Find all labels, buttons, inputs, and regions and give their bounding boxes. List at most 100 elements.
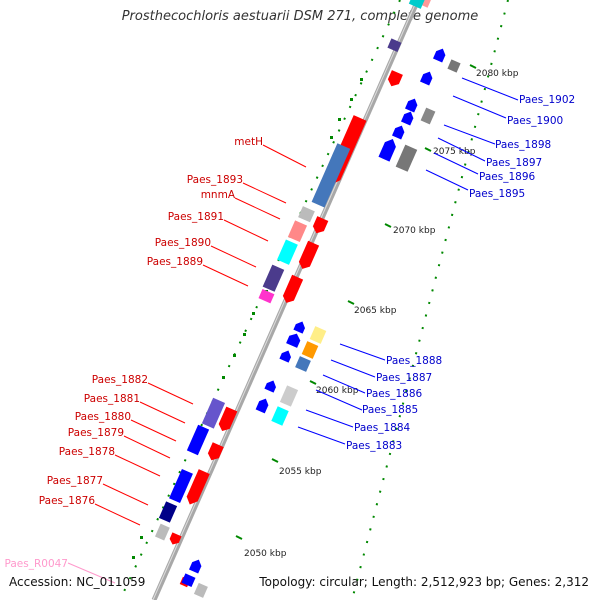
gene-forward[interactable] — [193, 582, 208, 598]
left-label-group: metH Paes_1893 mnmA Paes_1891 Paes_1890 … — [5, 136, 307, 584]
gene-Paes_1895[interactable] — [378, 137, 398, 162]
leader-line — [461, 77, 519, 101]
gene-label[interactable]: Paes_1877 — [47, 475, 103, 487]
gene-label[interactable]: Paes_1889 — [147, 256, 203, 268]
gene-label[interactable]: Paes_1897 — [486, 157, 542, 169]
leader-line — [242, 182, 287, 204]
tick-group: 2080 kbp 2075 kbp 2070 kbp 2065 kbp 2060… — [235, 64, 519, 559]
leader-line — [130, 419, 177, 442]
leader-line — [114, 454, 161, 477]
gene-label[interactable]: metH — [234, 136, 263, 148]
tick-label: 2050 kbp — [244, 549, 287, 559]
gene-Paes_1885[interactable] — [264, 378, 278, 393]
gene-Paes_1902-gray[interactable] — [447, 59, 461, 73]
tick-label: 2075 kbp — [433, 147, 476, 157]
gene-reverse[interactable] — [181, 573, 196, 587]
gene-reverse[interactable] — [186, 424, 210, 456]
gene-mnmA-box[interactable] — [298, 206, 315, 223]
gene-Paes_1886[interactable] — [279, 348, 293, 363]
gene-forward[interactable] — [281, 274, 304, 305]
gene-Paes_1889-box[interactable] — [262, 264, 285, 292]
map-title: Prosthecochloris aestuarii DSM 271, comp… — [121, 9, 479, 24]
gene-label[interactable]: Paes_1885 — [362, 404, 418, 416]
gene-label[interactable]: Paes_1900 — [507, 115, 563, 127]
gene-forward[interactable] — [386, 70, 403, 89]
gene-forward[interactable] — [206, 442, 224, 462]
gene-Paes_1900[interactable] — [420, 70, 434, 86]
leader-line — [67, 562, 116, 584]
leader-line — [339, 343, 386, 361]
gene-label[interactable]: Paes_1881 — [84, 393, 140, 405]
gene-label[interactable]: Paes_1886 — [366, 388, 423, 400]
gene-label[interactable]: mnmA — [201, 189, 236, 201]
leader-line — [223, 219, 269, 242]
tick-mark — [347, 300, 355, 305]
leader-line — [123, 435, 171, 459]
gene-label[interactable]: Paes_1898 — [495, 139, 551, 151]
gene-label[interactable]: Paes_1878 — [59, 446, 115, 458]
leader-line — [305, 409, 354, 428]
gene-forward[interactable] — [217, 406, 238, 434]
leader-line — [102, 483, 149, 506]
tick-label: 2060 kbp — [316, 386, 359, 396]
gene-label[interactable]: Paes_1888 — [386, 355, 442, 367]
gene-forward[interactable] — [297, 240, 320, 271]
gene-Paes_1896[interactable] — [392, 124, 406, 140]
guide-line-left — [119, 0, 401, 600]
gene-rna[interactable] — [155, 523, 170, 541]
gene-label[interactable]: Paes_1891 — [168, 211, 224, 223]
gene-label[interactable]: Paes_1883 — [346, 440, 402, 452]
gene-label[interactable]: Paes_1879 — [68, 427, 124, 439]
colored-gene-blocks — [158, 143, 351, 523]
gene-forward[interactable] — [311, 216, 329, 235]
gene-Paes_1888-box[interactable] — [258, 289, 275, 304]
gene-reverse[interactable] — [387, 38, 402, 52]
gene-Paes_1887[interactable] — [286, 331, 302, 348]
gene-label[interactable]: Paes_1876 — [39, 495, 96, 507]
gene-forward[interactable] — [168, 532, 182, 546]
gene-Paes_1897[interactable] — [401, 110, 415, 126]
gene-label[interactable]: Paes_1880 — [75, 411, 131, 423]
gene-Paes_1888-yellow[interactable] — [309, 326, 327, 344]
gene-reverse[interactable] — [169, 468, 193, 504]
leader-line — [94, 503, 141, 526]
gene-metH-box[interactable] — [311, 143, 351, 208]
gene-reverse[interactable] — [158, 501, 178, 523]
gene-Paes_1902[interactable] — [433, 47, 447, 63]
gene-Paes_1885-gray[interactable] — [279, 385, 299, 407]
guide-line-outer-right — [351, 0, 509, 600]
leader-line — [147, 382, 194, 405]
leader-line — [437, 137, 486, 162]
leader-line — [443, 124, 496, 145]
gene-label[interactable]: Paes_1890 — [155, 237, 211, 249]
gene-label[interactable]: Paes_1895 — [469, 188, 525, 200]
gene-reverse[interactable] — [408, 0, 425, 9]
gene-Paes_1888[interactable] — [293, 319, 307, 334]
tick-mark — [469, 64, 477, 69]
leader-line — [452, 95, 507, 119]
gene-forward[interactable] — [184, 469, 210, 507]
gene-reverse[interactable] — [189, 558, 203, 574]
tick-mark — [235, 535, 243, 540]
gene-Paes_1883-cyan[interactable] — [271, 406, 289, 426]
gene-Paes_1884[interactable] — [255, 397, 271, 414]
gene-Paes_1895-gray[interactable] — [395, 144, 418, 172]
gene-label[interactable]: Paes_1884 — [354, 422, 411, 434]
gene-Paes_1887-orange[interactable] — [301, 341, 319, 359]
gene-label[interactable]: Paes_1882 — [92, 374, 148, 386]
gene-Paes_1897-gray[interactable] — [420, 107, 436, 125]
gene-label[interactable]: Paes_1893 — [187, 174, 243, 186]
gene-Paes_1886-steel[interactable] — [295, 356, 311, 372]
gene-label[interactable]: Paes_1902 — [519, 94, 575, 106]
minor-ticks-left — [132, 78, 363, 559]
gene-Paes_1891-box[interactable] — [287, 220, 308, 243]
gene-label[interactable]: Paes_R0047 — [5, 558, 69, 570]
gene-Paes_1890-box[interactable] — [277, 239, 298, 265]
leader-line — [139, 401, 186, 424]
gene-dark-box[interactable] — [201, 397, 226, 429]
gene-label[interactable]: Paes_1887 — [376, 372, 432, 384]
gene-Paes_1898[interactable] — [405, 97, 419, 113]
leader-line — [322, 374, 366, 394]
gene-label[interactable]: Paes_1896 — [479, 171, 536, 183]
